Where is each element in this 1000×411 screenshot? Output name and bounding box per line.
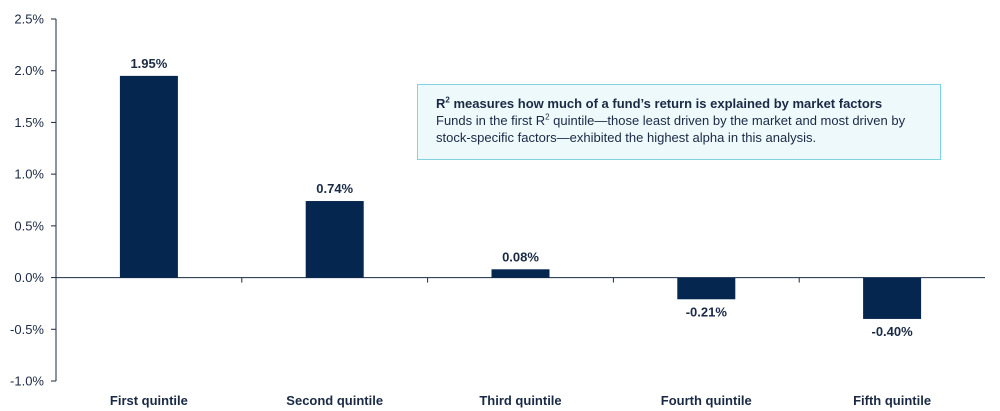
x-category-label: Fifth quintile: [853, 393, 931, 408]
y-tick-label: 2.5%: [14, 12, 44, 27]
callout-body-prefix: Funds in the first R: [436, 113, 546, 128]
bar: [677, 277, 736, 300]
x-category-label: Second quintile: [286, 393, 383, 408]
y-tick-label: 0.0%: [14, 270, 44, 285]
data-label: -0.40%: [871, 324, 913, 339]
data-label: 0.08%: [502, 249, 539, 264]
x-category-label: Third quintile: [479, 393, 561, 408]
y-tick-label: 0.5%: [14, 218, 44, 233]
y-tick-label: -0.5%: [10, 322, 44, 337]
x-category-label: Fourth quintile: [661, 393, 752, 408]
bar: [863, 277, 922, 319]
bar: [119, 75, 178, 278]
callout-title-superscript: 2: [445, 95, 450, 105]
callout-body-text: quintile—those least driven by the marke…: [436, 113, 906, 145]
y-tick-label: 2.0%: [14, 63, 44, 78]
bar: [305, 201, 364, 278]
y-tick-label: 1.5%: [14, 115, 44, 130]
y-tick-label: -1.0%: [10, 374, 44, 389]
callout-body: Funds in the first R2 quintile—those lea…: [436, 112, 928, 146]
bar: [491, 269, 550, 278]
callout-box: R2 measures how much of a fund’s return …: [417, 84, 941, 160]
callout-title-prefix: R: [436, 96, 446, 111]
callout-title-text: measures how much of a fund’s return is …: [449, 96, 883, 111]
data-label: 1.95%: [130, 56, 167, 71]
y-tick-label: 1.0%: [14, 167, 44, 182]
data-label: 0.74%: [316, 181, 353, 196]
x-category-label: First quintile: [110, 393, 188, 408]
callout-title: R2 measures how much of a fund’s return …: [436, 95, 928, 112]
callout-body-superscript: 2: [545, 112, 550, 122]
data-label: -0.21%: [686, 304, 728, 319]
